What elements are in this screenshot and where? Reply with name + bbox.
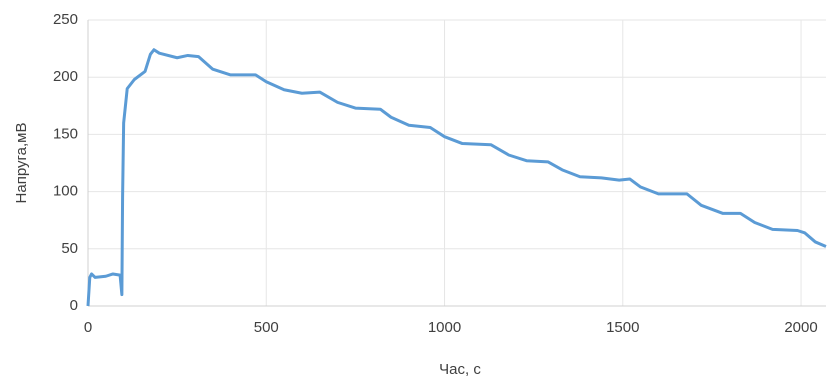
y-tick-label: 150 <box>53 125 78 142</box>
y-tick-label: 50 <box>61 240 78 257</box>
x-tick-label: 0 <box>84 319 92 336</box>
x-tick-label: 1500 <box>606 319 639 336</box>
y-axis-title: Напруга,мВ <box>13 123 30 204</box>
x-tick-label: 500 <box>254 319 279 336</box>
y-tick-label: 250 <box>53 11 78 28</box>
data-line <box>86 48 827 307</box>
y-tick-label: 200 <box>53 68 78 85</box>
x-tick-label: 1000 <box>428 319 461 336</box>
y-tick-label: 100 <box>53 183 78 200</box>
x-tick-label: 2000 <box>784 319 817 336</box>
x-axis-title: Час, с <box>439 361 481 378</box>
y-tick-label: 0 <box>70 297 78 314</box>
